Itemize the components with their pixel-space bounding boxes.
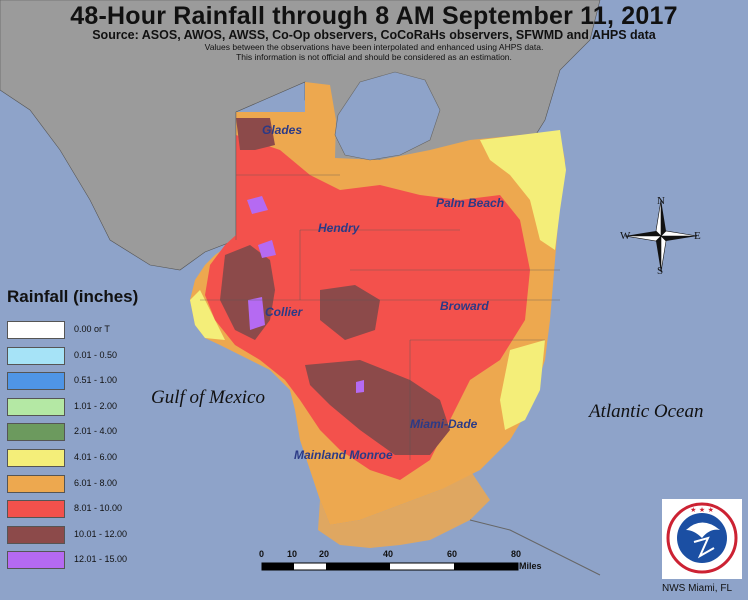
scale-tick-40: 40 (383, 549, 394, 559)
legend-label: 0.00 or T (74, 324, 110, 334)
legend-swatch (7, 500, 65, 518)
legend-label: 12.01 - 15.00 (74, 554, 128, 564)
label-mainland-monroe: Mainland Monroe (294, 448, 393, 462)
scale-bar (261, 562, 519, 571)
zone-12-15-in-b (248, 297, 265, 330)
zone-12-15-in-a (247, 196, 268, 214)
legend-label: 0.01 - 0.50 (74, 350, 118, 360)
legend-swatch (7, 551, 65, 569)
compass-rose (624, 199, 698, 273)
legend-label: 10.01 - 12.00 (74, 529, 128, 539)
map-title: 48-Hour Rainfall through 8 AM September … (70, 2, 678, 30)
label-palm-beach: Palm Beach (436, 196, 505, 210)
legend-label: 6.01 - 8.00 (74, 478, 118, 488)
disclaimer-line-1: Values between the observations have bee… (204, 42, 544, 52)
label-collier: Collier (265, 305, 303, 319)
nws-credit: NWS Miami, FL (662, 583, 732, 594)
nws-logo: ★ ★ ★ (662, 499, 742, 579)
zone-12-15-in-c (258, 240, 276, 258)
zone-4-6-in-west (190, 290, 225, 340)
legend-title: Rainfall (inches) (7, 287, 139, 306)
label-hendry: Hendry (318, 221, 360, 235)
zone-4-6-in-east (480, 130, 566, 250)
zone-10-12-in-south (305, 360, 450, 455)
legend-swatch (7, 372, 65, 390)
lake-okeechobee (334, 71, 441, 161)
label-glades: Glades (262, 123, 303, 137)
county-boundaries (200, 112, 560, 460)
compass-s: S (657, 265, 664, 277)
zone-10-12-in-central (320, 285, 380, 340)
legend-label: 1.01 - 2.00 (74, 401, 118, 411)
legend-label: 0.51 - 1.00 (74, 375, 118, 385)
keys-coastline (469, 519, 601, 576)
legend-swatch (7, 321, 65, 339)
florida-bay-coast (318, 470, 490, 548)
legend-label: 2.01 - 4.00 (74, 426, 118, 436)
zone-10-12-in-glades (236, 118, 275, 150)
compass-w: W (620, 230, 631, 242)
scale-units: Miles (519, 561, 542, 571)
disclaimer-line-2: This information is not official and sho… (236, 52, 512, 62)
compass-n: N (657, 195, 665, 207)
legend-swatch (7, 475, 65, 493)
legend-swatch (7, 526, 65, 544)
zone-4-6-in-coast (500, 340, 545, 430)
legend-swatch (7, 423, 65, 441)
svg-text:★ ★ ★: ★ ★ ★ (690, 506, 714, 514)
label-atlantic-ocean: Atlantic Ocean (589, 401, 704, 422)
zone-12-15-in-d (356, 380, 364, 393)
legend-label: 4.01 - 6.00 (74, 452, 118, 462)
legend-swatch (7, 449, 65, 467)
scale-tick-80: 80 (511, 549, 522, 559)
label-miami-dade: Miami-Dade (410, 417, 478, 431)
compass-e: E (694, 230, 701, 242)
legend-swatch (7, 398, 65, 416)
data-source-line: Source: ASOS, AWOS, AWSS, Co-Op observer… (92, 28, 656, 42)
label-gulf-of-mexico: Gulf of Mexico (151, 387, 265, 408)
label-broward: Broward (440, 299, 489, 313)
scale-tick-20: 20 (319, 549, 330, 559)
scale-tick-0: 0 (259, 549, 265, 559)
scale-tick-60: 60 (447, 549, 458, 559)
legend-swatch (7, 347, 65, 365)
scale-tick-10: 10 (287, 549, 298, 559)
legend-label: 8.01 - 10.00 (74, 503, 123, 513)
